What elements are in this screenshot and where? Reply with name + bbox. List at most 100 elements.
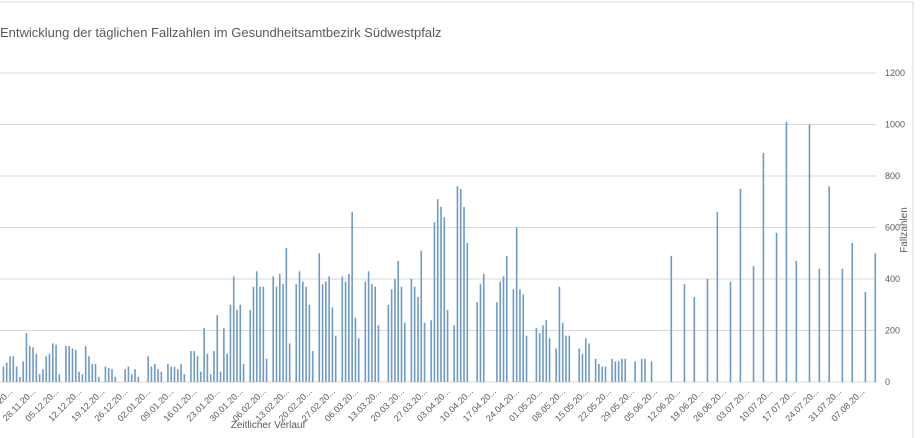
bar — [558, 286, 561, 382]
bar — [828, 186, 831, 382]
bar — [601, 366, 603, 382]
bar — [5, 362, 8, 382]
bar — [12, 356, 15, 382]
bar — [535, 327, 538, 382]
bar — [634, 361, 636, 382]
bar — [752, 266, 755, 382]
bar — [305, 286, 307, 382]
bar — [78, 371, 80, 382]
bar — [423, 322, 426, 382]
bar — [522, 294, 525, 382]
bar — [298, 271, 301, 382]
bar — [249, 309, 251, 382]
bar — [739, 188, 742, 382]
bar — [344, 281, 347, 382]
bar — [476, 302, 478, 382]
bar — [565, 335, 567, 382]
bar — [153, 363, 156, 382]
bar — [328, 276, 330, 382]
bar — [124, 369, 126, 382]
bar — [170, 366, 173, 382]
bar — [568, 335, 571, 382]
bar — [443, 217, 446, 382]
bar — [331, 307, 334, 382]
bar — [38, 374, 41, 382]
bar — [35, 353, 38, 382]
y-tick-label: 1000 — [885, 120, 905, 130]
bar — [15, 366, 18, 382]
bar — [196, 356, 199, 382]
bar — [482, 273, 485, 382]
bar — [341, 276, 344, 382]
bar — [410, 279, 413, 382]
bar — [190, 351, 192, 382]
bar — [499, 281, 502, 382]
bar — [354, 317, 357, 382]
bar — [242, 363, 245, 382]
bar — [588, 343, 590, 382]
bar — [48, 353, 51, 382]
bar — [394, 279, 396, 382]
bar — [463, 206, 465, 382]
bar — [581, 353, 584, 382]
bar — [413, 286, 416, 382]
bar — [219, 371, 222, 382]
bar — [417, 297, 419, 382]
bar — [84, 345, 87, 382]
bar — [75, 349, 77, 382]
bar — [288, 343, 291, 382]
bar — [19, 376, 21, 382]
bar — [71, 348, 74, 382]
bar — [716, 212, 719, 382]
bar — [864, 291, 867, 382]
bar — [334, 335, 337, 382]
bar — [611, 358, 613, 382]
bar — [173, 366, 176, 382]
bar — [377, 325, 380, 382]
bar — [440, 206, 442, 382]
bar — [525, 335, 528, 382]
y-tick-label: 400 — [885, 274, 900, 284]
bar — [51, 343, 54, 382]
y-tick-label: 200 — [885, 326, 900, 336]
bar — [397, 260, 400, 382]
bar — [308, 304, 311, 382]
bar — [229, 304, 232, 382]
bar — [157, 369, 159, 382]
bar — [762, 152, 765, 382]
bar — [604, 366, 607, 382]
bar — [670, 255, 673, 382]
bar — [180, 363, 182, 382]
bar — [137, 376, 140, 382]
bar — [216, 315, 219, 382]
bar — [818, 268, 821, 382]
bar — [302, 281, 304, 382]
bar — [515, 227, 518, 382]
bar — [598, 363, 600, 382]
bar — [104, 366, 107, 382]
bar — [404, 322, 406, 382]
bar — [357, 338, 360, 382]
bar — [275, 286, 278, 382]
bar — [278, 273, 281, 382]
bar — [841, 268, 844, 382]
bar — [25, 333, 28, 382]
bar — [617, 361, 620, 382]
bar — [167, 363, 169, 382]
y-axis-title: Fallzahlen — [899, 207, 910, 253]
bar — [2, 366, 5, 382]
bar — [94, 363, 97, 382]
bar — [459, 188, 462, 382]
bar — [374, 286, 376, 382]
bar — [311, 351, 314, 382]
bar — [81, 374, 84, 382]
bar — [693, 297, 696, 382]
bar — [272, 276, 274, 382]
bar — [200, 371, 202, 382]
y-tick-label: 1200 — [885, 68, 905, 78]
bar — [851, 242, 854, 382]
bar — [874, 253, 877, 382]
bar — [160, 371, 163, 382]
